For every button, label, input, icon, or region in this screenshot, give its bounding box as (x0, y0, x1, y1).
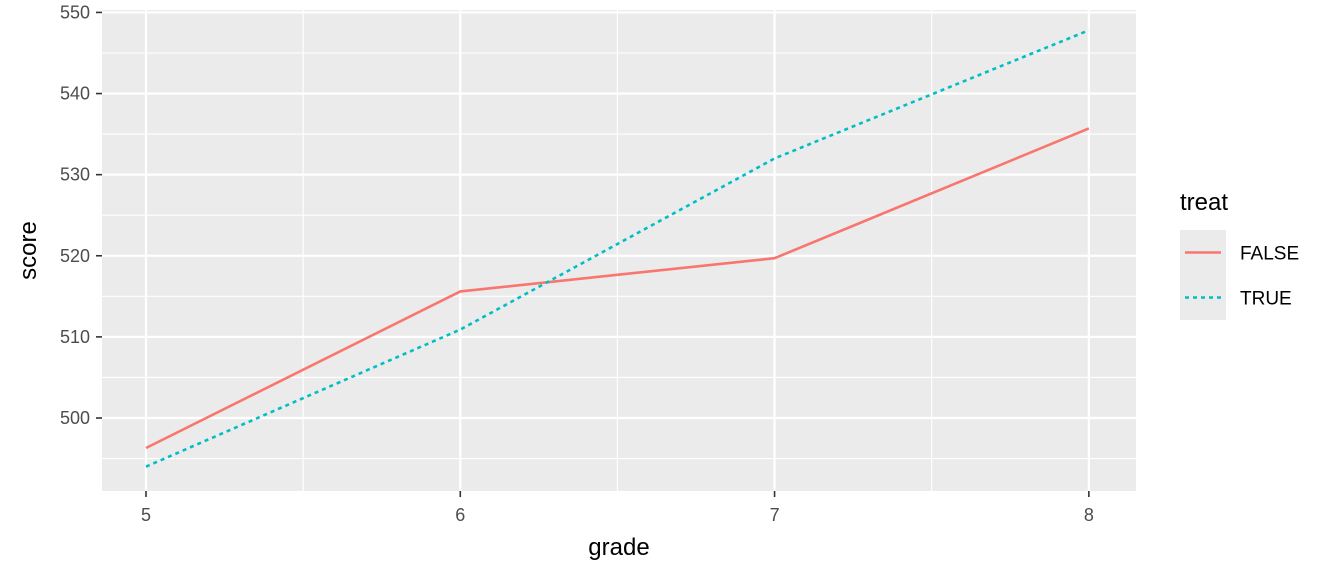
y-tick-label: 550 (60, 2, 90, 22)
x-tick-label: 8 (1084, 505, 1094, 525)
major-gridlines (102, 10, 1136, 491)
minor-gridlines (102, 10, 1136, 491)
x-axis: 5 6 7 8 (141, 491, 1094, 525)
y-tick-label: 500 (60, 408, 90, 428)
x-axis-title: grade (588, 534, 649, 561)
x-tick-label: 6 (455, 505, 465, 525)
y-axis: 500 510 520 530 540 550 (60, 2, 102, 428)
y-tick-label: 540 (60, 84, 90, 104)
series-lines (145, 29, 1090, 468)
series-line-true (145, 29, 1090, 468)
x-tick-label: 7 (770, 505, 780, 525)
legend: treat FALSE TRUE (1180, 189, 1299, 320)
y-axis-title: score (15, 221, 42, 280)
x-tick-label: 5 (141, 505, 151, 525)
series-line-false (145, 127, 1090, 450)
legend-label-false: FALSE (1240, 244, 1299, 265)
legend-label-true: TRUE (1240, 289, 1292, 310)
legend-keys-background (1180, 230, 1226, 320)
legend-title: treat (1180, 189, 1228, 216)
y-tick-label: 510 (60, 327, 90, 347)
y-tick-label: 530 (60, 165, 90, 185)
y-tick-label: 520 (60, 246, 90, 266)
